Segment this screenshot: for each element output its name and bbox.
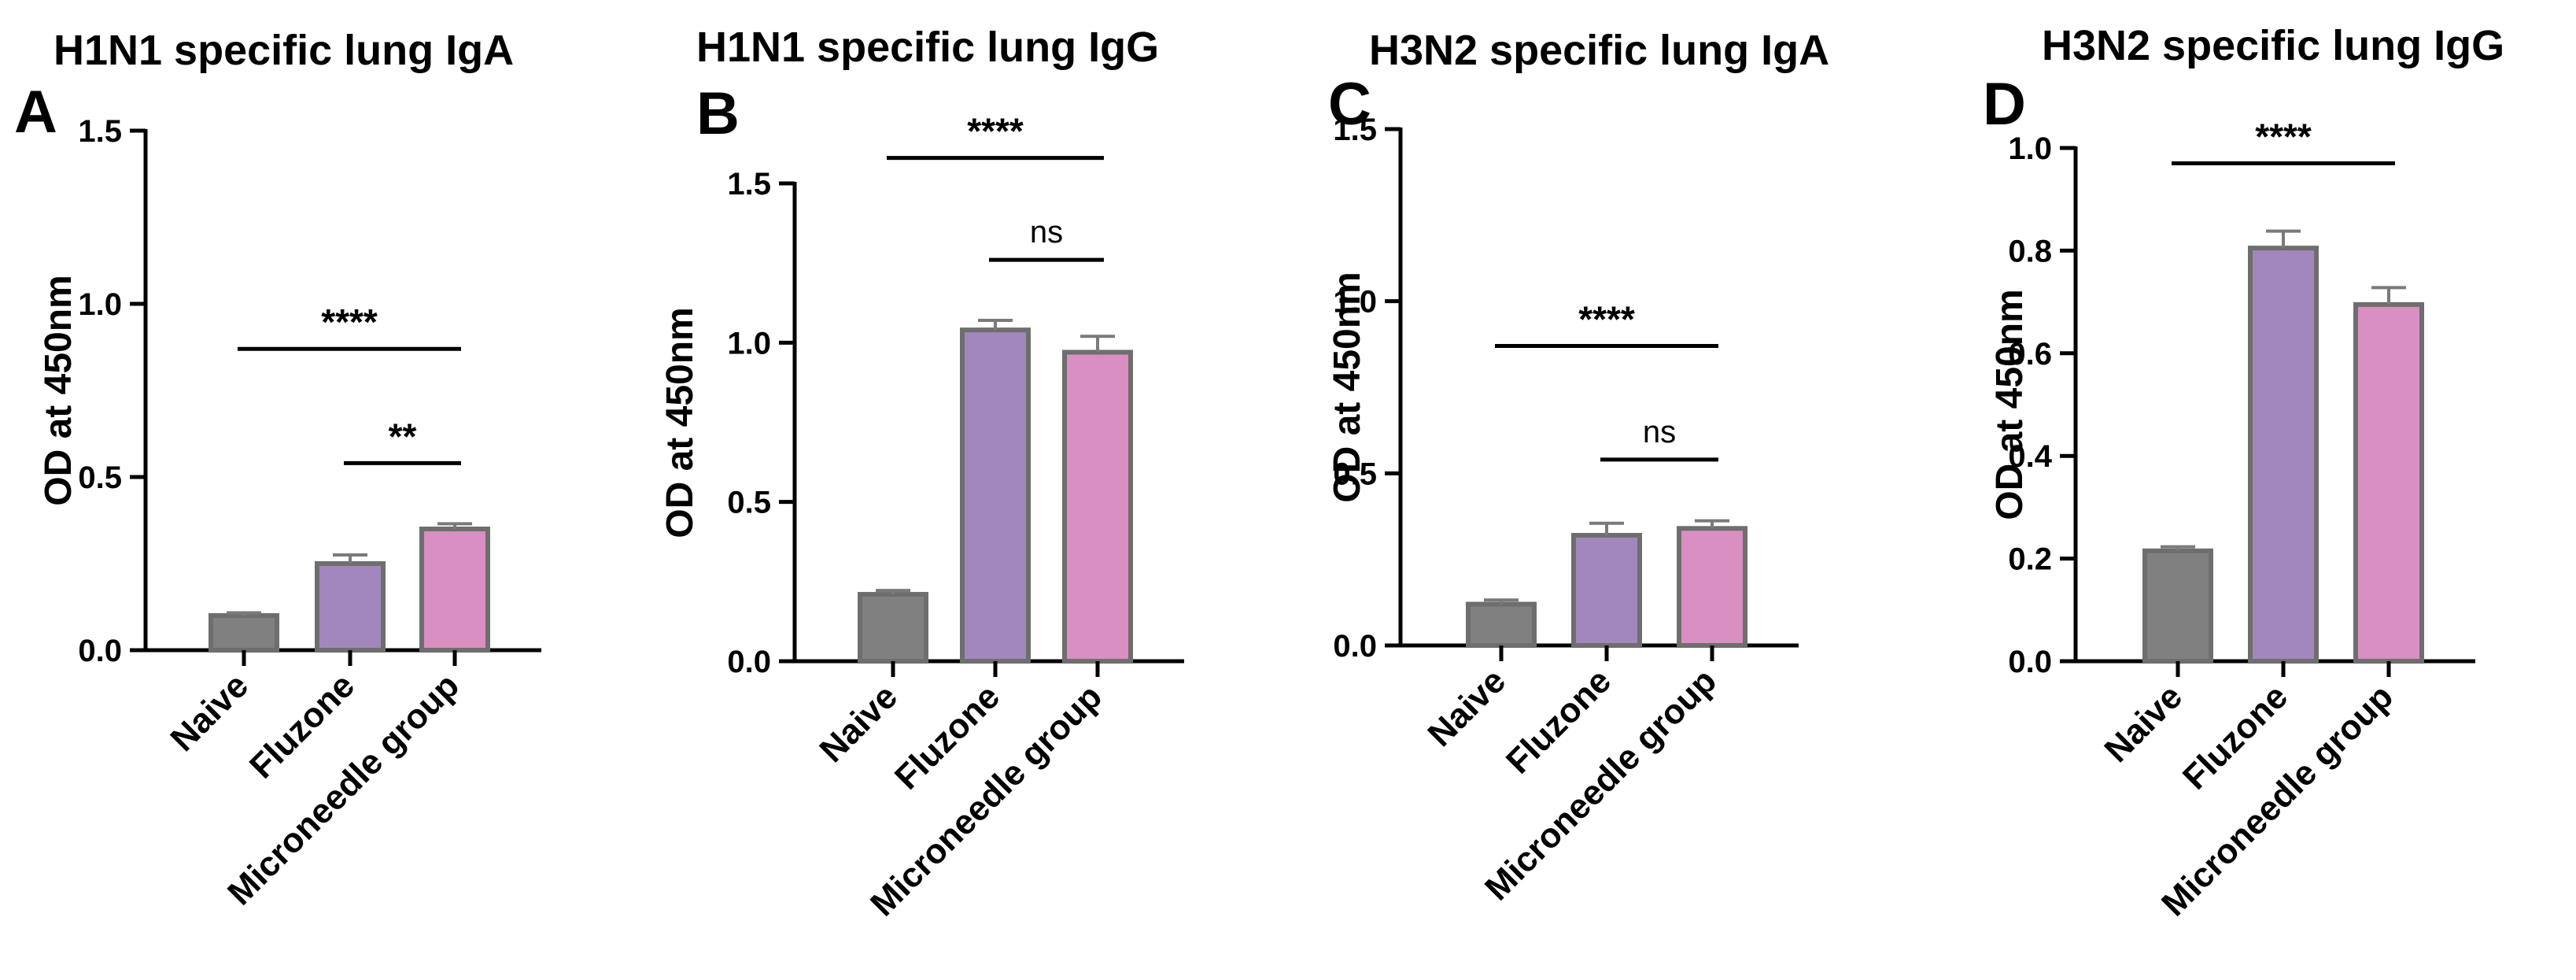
panel-b: H1N1 specific lung IgG B OD at 450nm 0.0 0.5…	[659, 24, 1184, 923]
y-tick-label: 0.5	[1333, 457, 1377, 491]
significance-label: ns	[1030, 215, 1063, 250]
panel-d: H3N2 specific lung IgG D OD at 450nm 0.0 0.2…	[1983, 22, 2504, 923]
chart-title: H1N1 specific lung IgG	[696, 24, 1159, 71]
y-tick-label: 0.0	[1333, 629, 1377, 664]
y-tick-label: 1.0	[1333, 285, 1377, 320]
bar	[315, 561, 386, 653]
panel-a: H1N1 specific lung IgA A OD at 450nm 0.0 0.5…	[14, 27, 541, 912]
y-axis-label: OD at 450nm	[1327, 272, 1368, 502]
x-tick-label: Naive	[812, 677, 905, 770]
panel-letter: B	[696, 80, 740, 147]
y-tick-label: 0.0	[727, 645, 771, 679]
bar	[1466, 601, 1537, 649]
bar	[1062, 349, 1133, 664]
panel-letter: A	[14, 79, 57, 146]
chart-title: H1N1 specific lung IgA	[54, 27, 514, 74]
bar	[2248, 246, 2319, 664]
y-tick-label: 0.8	[2008, 234, 2052, 268]
panel-letter: D	[1983, 71, 2026, 138]
chart-title: H3N2 specific lung IgG	[2042, 22, 2504, 69]
y-tick-label: 1.5	[1333, 113, 1377, 147]
x-tick-label: Naive	[163, 666, 256, 759]
y-tick-label: 1.5	[727, 167, 771, 202]
significance-label: ****	[1578, 299, 1635, 340]
x-tick-label: Naive	[1420, 661, 1513, 754]
y-tick-label: 1.0	[2008, 131, 2052, 166]
x-tick-label: Naive	[2097, 677, 2190, 770]
significance-label: ****	[321, 301, 378, 342]
y-tick-label: 0.2	[2008, 542, 2052, 577]
y-tick-label: 0.5	[78, 460, 122, 495]
y-tick-label: 0.0	[2008, 645, 2052, 679]
significance-label: ns	[1643, 415, 1676, 449]
y-tick-label: 0.5	[727, 486, 771, 520]
bar	[960, 327, 1031, 664]
y-tick-label: 0.4	[2008, 439, 2052, 474]
bar	[858, 592, 928, 664]
y-tick-label: 1.0	[78, 287, 122, 322]
significance-label: ****	[2255, 116, 2312, 157]
y-tick-label: 1.5	[78, 114, 122, 149]
bar	[2353, 301, 2424, 664]
y-tick-label: 0.0	[78, 634, 122, 668]
bar	[1571, 533, 1642, 649]
significance-label: ****	[967, 111, 1024, 152]
y-tick-label: 1.0	[727, 326, 771, 361]
bar	[419, 527, 490, 653]
y-axis-label: OD at 450nm	[1989, 289, 2031, 520]
panel-letter: C	[1328, 71, 1371, 138]
bar	[1677, 526, 1747, 648]
y-tick-label: 0.6	[2008, 337, 2052, 372]
bar	[209, 613, 279, 653]
bar	[2142, 548, 2213, 664]
y-axis-label: OD at 450nm	[38, 275, 79, 505]
chart-title: H3N2 specific lung IgA	[1369, 27, 1829, 74]
y-axis-label: OD at 450nm	[659, 307, 701, 538]
significance-label: **	[389, 416, 417, 457]
